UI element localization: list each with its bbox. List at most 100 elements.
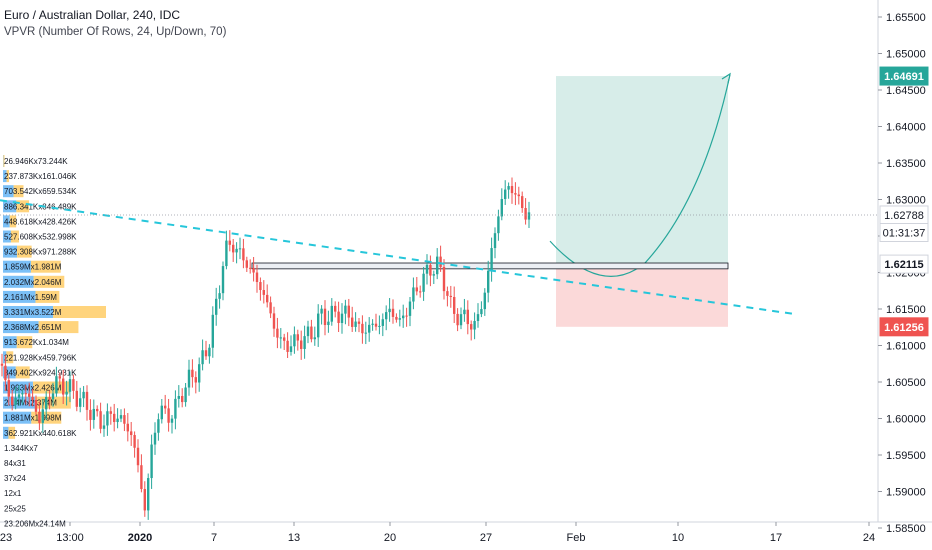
candle-body bbox=[201, 350, 204, 365]
vp-row-label: 932.308Kx971.288K bbox=[4, 248, 77, 257]
candle-body bbox=[521, 196, 524, 209]
candle-body bbox=[14, 397, 17, 405]
vp-up-bar bbox=[3, 426, 9, 439]
drawings[interactable] bbox=[0, 199, 878, 316]
candle-body bbox=[133, 435, 136, 448]
candle-body bbox=[480, 309, 483, 315]
projection-arrowhead-icon bbox=[721, 72, 731, 84]
candle-body bbox=[514, 193, 517, 195]
time-tick-label: 2020 bbox=[128, 532, 152, 544]
countdown-badge-bg bbox=[879, 222, 929, 242]
candle-body bbox=[436, 256, 439, 275]
candle-body bbox=[194, 377, 197, 383]
price-tick-label: 1.63500 bbox=[886, 158, 926, 170]
vp-up-bar bbox=[3, 260, 31, 273]
candle-body bbox=[184, 387, 187, 403]
vp-row-label: 2.368Mx2.651M bbox=[4, 323, 62, 332]
candle-body bbox=[266, 294, 269, 303]
position-tool[interactable] bbox=[549, 72, 731, 327]
candle-body bbox=[140, 465, 143, 490]
vp-down-bar bbox=[13, 185, 24, 198]
candle-body bbox=[283, 337, 286, 341]
vp-row-label: 25x25 bbox=[4, 504, 26, 513]
candle-body bbox=[510, 186, 514, 194]
candle-body bbox=[28, 393, 31, 397]
candle-body bbox=[143, 489, 146, 511]
vp-down-bar bbox=[35, 290, 60, 303]
projection-curve[interactable] bbox=[549, 74, 731, 277]
candle-body bbox=[476, 314, 480, 321]
candle-body bbox=[262, 290, 265, 295]
vp-down-bar bbox=[38, 321, 79, 334]
candle-body bbox=[517, 194, 520, 197]
stop-price-badge: 1.61256 bbox=[884, 322, 924, 334]
candle-body bbox=[398, 318, 401, 320]
candle-body bbox=[45, 396, 48, 410]
candle-body bbox=[4, 365, 7, 381]
vp-down-bar bbox=[33, 275, 65, 288]
candle-body bbox=[51, 393, 55, 400]
candle-body bbox=[164, 405, 167, 409]
price-tick-label: 1.61500 bbox=[886, 304, 926, 316]
candle-body bbox=[374, 323, 378, 327]
candle-body bbox=[456, 313, 459, 326]
candle-body bbox=[160, 405, 163, 420]
entry-price-badge: 1.62115 bbox=[884, 259, 923, 271]
candle-body bbox=[490, 248, 493, 271]
price-tick-label: 1.64500 bbox=[886, 85, 926, 97]
candle-body bbox=[272, 313, 276, 329]
vp-down-bar bbox=[30, 260, 61, 273]
candle-body bbox=[289, 346, 293, 352]
candle-body bbox=[24, 393, 27, 395]
candle-body bbox=[429, 264, 432, 276]
vp-row-label: 849.402Kx924.931K bbox=[4, 368, 77, 377]
candle-body bbox=[340, 313, 344, 323]
vp-up-bar bbox=[3, 336, 17, 349]
candle-body bbox=[150, 444, 153, 479]
vp-row-label: 448.618Kx428.426K bbox=[4, 217, 77, 226]
candle-body bbox=[55, 376, 58, 394]
candle-body bbox=[252, 267, 255, 273]
candle-body bbox=[255, 272, 259, 283]
candle-body bbox=[21, 393, 24, 395]
support-zone[interactable] bbox=[251, 262, 729, 270]
candle-body bbox=[96, 408, 99, 412]
stop-loss-zone[interactable] bbox=[556, 264, 728, 327]
support-rectangle[interactable] bbox=[251, 262, 729, 270]
price-tick-label: 1.58500 bbox=[886, 523, 926, 535]
candle-body bbox=[157, 419, 160, 433]
candle-body bbox=[412, 287, 415, 302]
trendline[interactable] bbox=[0, 199, 796, 316]
vp-row-label: 1.881Mx1.998M bbox=[4, 414, 62, 423]
vp-up-bar bbox=[3, 275, 34, 288]
candle-body bbox=[31, 396, 34, 400]
symbol-title: Euro / Australian Dollar, 240, IDC bbox=[4, 8, 181, 22]
candle-body bbox=[232, 244, 235, 253]
price-axis[interactable]: 1.65500 1.65000 1.64500 1.64000 1.63500 1.630… bbox=[878, 12, 926, 535]
time-tick-label: 13 bbox=[288, 532, 300, 544]
candle-body bbox=[102, 425, 106, 429]
vp-up-bar bbox=[3, 351, 7, 364]
price-tick-label: 1.60500 bbox=[886, 377, 926, 389]
candle-body bbox=[211, 314, 214, 348]
price-badges: 1.64691 1.62788 01:31:37 1.62115 1.61256 bbox=[879, 66, 929, 337]
candle-body bbox=[313, 337, 316, 340]
candle-body bbox=[507, 186, 510, 190]
price-tick-label: 1.65000 bbox=[886, 49, 926, 61]
candle-body bbox=[497, 216, 500, 234]
time-tick-label: 10 bbox=[672, 532, 684, 544]
candle-body bbox=[72, 379, 75, 391]
candle-body bbox=[136, 447, 140, 466]
countdown-badge: 01:31:37 bbox=[883, 227, 926, 239]
vp-up-bar bbox=[3, 306, 54, 318]
price-tick-label: 1.64000 bbox=[886, 122, 926, 134]
candle-body bbox=[221, 266, 225, 294]
profit-zone[interactable] bbox=[556, 76, 728, 265]
time-axis[interactable]: 23 13:00 2020 7 13 20 27 Feb 10 17 24 bbox=[0, 522, 875, 544]
candle-body bbox=[378, 325, 381, 327]
vp-down-bar bbox=[6, 170, 9, 183]
candle-body bbox=[187, 369, 191, 388]
candle-body bbox=[415, 287, 418, 292]
time-tick-label: Feb bbox=[567, 532, 586, 544]
